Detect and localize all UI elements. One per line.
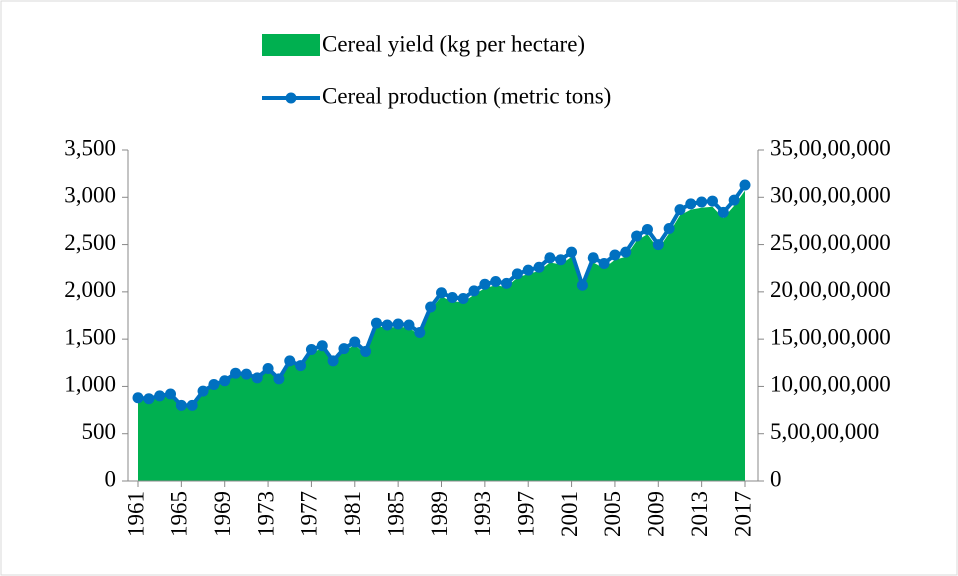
production-marker: [414, 327, 426, 339]
production-marker: [706, 195, 718, 207]
x-tick-label: 1985: [383, 491, 408, 537]
production-marker: [370, 317, 382, 329]
production-marker: [230, 367, 242, 379]
production-marker: [305, 344, 317, 356]
y2-tick-label: 5,00,00,000: [770, 419, 879, 444]
production-marker: [360, 345, 372, 357]
production-marker: [446, 292, 458, 304]
y-tick-label: 2,000: [64, 277, 116, 302]
y2-tick-label: 25,00,00,000: [770, 230, 891, 255]
production-marker: [490, 275, 502, 287]
x-tick-label: 2013: [687, 491, 712, 537]
production-marker: [544, 252, 556, 264]
production-marker: [511, 268, 523, 280]
production-marker: [349, 336, 361, 348]
production-marker: [674, 204, 686, 216]
production-marker: [501, 277, 513, 289]
production-marker: [403, 319, 415, 331]
production-marker: [728, 194, 740, 206]
y2-tick-label: 15,00,00,000: [770, 324, 891, 349]
production-marker: [392, 318, 404, 330]
production-marker: [295, 360, 307, 372]
production-marker: [685, 198, 697, 210]
legend-label: Cereal production (metric tons): [322, 83, 611, 108]
x-tick-label: 1965: [167, 491, 192, 537]
y2-tick-label: 0: [770, 466, 782, 491]
production-marker: [154, 390, 166, 402]
production-marker: [381, 319, 393, 331]
production-marker: [696, 196, 708, 208]
production-marker: [468, 285, 480, 297]
production-marker: [652, 239, 664, 251]
y-tick-label: 3,500: [64, 135, 116, 160]
y-tick-label: 3,000: [64, 183, 116, 208]
production-marker: [186, 399, 198, 411]
production-marker: [240, 368, 252, 380]
x-tick-label: 2009: [644, 491, 669, 537]
x-tick-label: 1989: [427, 491, 452, 537]
production-marker: [663, 222, 675, 234]
x-tick-label: 2005: [600, 491, 625, 537]
production-marker: [251, 372, 263, 384]
production-marker: [555, 254, 567, 266]
x-tick-label: 2017: [730, 491, 755, 537]
production-marker: [132, 392, 144, 404]
production-marker: [522, 264, 534, 276]
production-marker: [598, 257, 610, 269]
production-marker: [165, 388, 177, 400]
production-marker: [316, 340, 328, 352]
production-marker: [436, 287, 447, 299]
x-tick-label: 1969: [210, 491, 235, 537]
y-tick-label: 500: [82, 419, 117, 444]
y2-tick-label: 30,00,00,000: [770, 183, 891, 208]
x-tick-label: 1997: [513, 491, 538, 537]
production-marker: [219, 375, 231, 387]
x-tick-label: 1981: [340, 491, 365, 537]
x-tick-label: 1993: [470, 491, 495, 537]
y-tick-label: 1,000: [64, 372, 116, 397]
y2-tick-label: 35,00,00,000: [770, 135, 891, 160]
production-marker: [175, 399, 187, 411]
production-marker: [457, 292, 469, 304]
production-marker: [262, 362, 274, 374]
production-marker: [609, 249, 621, 261]
production-marker: [717, 206, 729, 218]
legend-label: Cereal yield (kg per hectare): [322, 31, 585, 56]
x-tick-label: 1961: [123, 491, 148, 537]
legend-swatch: [262, 34, 320, 56]
production-marker: [425, 301, 437, 313]
production-marker: [338, 343, 350, 355]
production-marker: [143, 393, 155, 405]
production-marker: [284, 355, 296, 367]
production-marker: [197, 385, 209, 397]
legend-marker: [285, 92, 297, 104]
production-marker: [208, 379, 220, 391]
production-marker: [479, 278, 491, 290]
y-tick-label: 2,500: [64, 230, 116, 255]
x-tick-label: 2001: [557, 491, 582, 537]
production-marker: [576, 279, 588, 291]
production-marker: [533, 261, 545, 273]
production-marker: [641, 223, 653, 235]
production-marker: [327, 355, 339, 367]
production-marker: [566, 246, 578, 258]
x-tick-label: 1977: [297, 491, 322, 537]
y2-tick-label: 20,00,00,000: [770, 277, 891, 302]
y-tick-label: 1,500: [64, 324, 116, 349]
production-marker: [273, 373, 285, 385]
production-marker: [587, 252, 599, 264]
y2-tick-label: 10,00,00,000: [770, 372, 891, 397]
production-marker: [739, 179, 751, 191]
production-marker: [631, 230, 643, 242]
y-tick-label: 0: [105, 466, 117, 491]
production-marker: [620, 246, 632, 258]
x-tick-label: 1973: [253, 491, 278, 537]
